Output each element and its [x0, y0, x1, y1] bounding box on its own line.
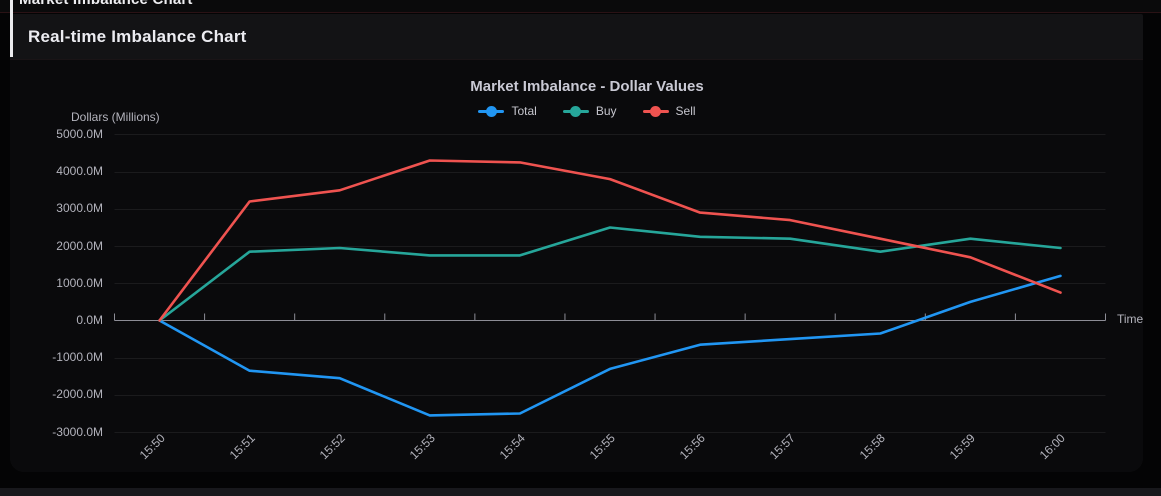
- y-axis-name: Dollars (Millions): [71, 110, 160, 124]
- y-tick-label: -2000.0M: [52, 387, 103, 402]
- y-tick-label: -1000.0M: [52, 350, 103, 365]
- series-line-total[interactable]: [158, 274, 1062, 417]
- y-tick-label: 1000.0M: [56, 275, 103, 290]
- legend-label: Sell: [675, 104, 696, 118]
- legend-item-total[interactable]: Total: [478, 104, 537, 118]
- legend-item-buy[interactable]: Buy: [562, 104, 617, 118]
- y-tick-label: 0.0M: [76, 313, 103, 327]
- legend-label: Buy: [595, 104, 617, 118]
- legend-item-sell[interactable]: Sell: [642, 104, 696, 118]
- chart-title: Market Imbalance - Dollar Values: [470, 78, 704, 95]
- x-axis-name: Time: [1117, 312, 1144, 326]
- bottom-bar: [0, 488, 1161, 496]
- panel-header: Real-time Imbalance Chart: [10, 14, 1143, 60]
- legend-line-dot-icon: [642, 104, 669, 118]
- legend-label: Total: [511, 104, 537, 118]
- y-tick-label: 4000.0M: [56, 164, 103, 179]
- chart-plot-background: [10, 60, 1143, 472]
- chart-legend: Total Buy Sell: [0, 104, 1161, 118]
- y-tick-label: -3000.0M: [52, 424, 103, 439]
- window-title: Market Imbalance Chart: [19, 0, 193, 8]
- legend-line-dot-icon: [562, 104, 589, 118]
- chart-card: Real-time Imbalance Chart: [10, 14, 1143, 472]
- top-window-bar: Market Imbalance Chart: [0, 0, 1161, 13]
- y-tick-label: 5000.0M: [56, 127, 103, 141]
- left-edge-highlight: [10, 0, 13, 57]
- series-line-buy[interactable]: [158, 226, 1062, 322]
- panel-title: Real-time Imbalance Chart: [28, 27, 247, 46]
- legend-line-dot-icon: [478, 104, 505, 118]
- series-line-sell[interactable]: [158, 159, 1062, 322]
- y-tick-label: 2000.0M: [56, 238, 103, 253]
- y-tick-label: 3000.0M: [56, 201, 103, 216]
